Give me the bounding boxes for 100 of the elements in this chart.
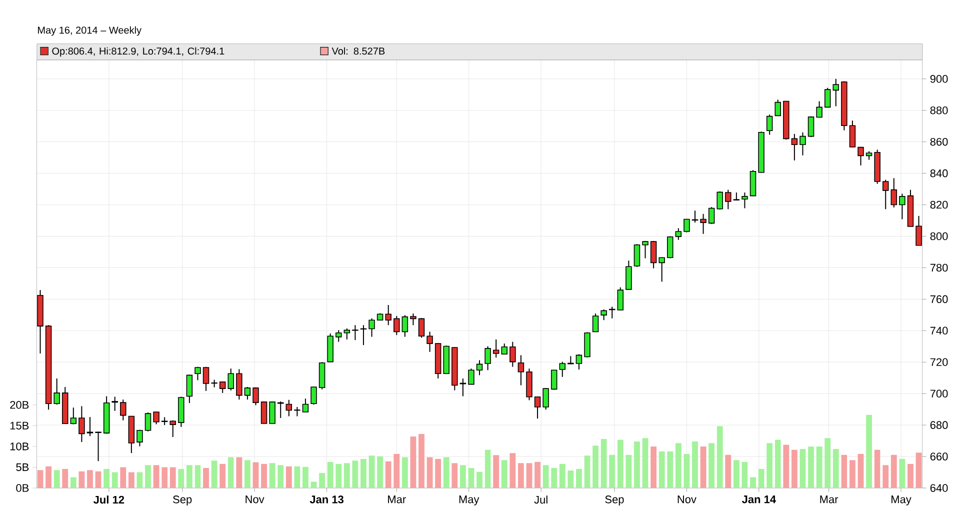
x-tick-label: Jan 13: [310, 496, 344, 504]
bar: [368, 456, 375, 488]
candlestick: [144, 412, 152, 432]
bar: [228, 457, 234, 488]
candlestick: [808, 116, 814, 138]
x-tick-label: Jan 14: [742, 496, 776, 504]
y-tick-label: 780: [930, 264, 948, 272]
bar: [501, 460, 508, 488]
candlestick: [650, 240, 657, 269]
y-tick-label: 900: [930, 74, 948, 83]
y-tick-label: 700: [930, 390, 948, 398]
candlestick: [426, 331, 433, 352]
x-tick-label: Sep: [605, 496, 624, 506]
y-tick-label: 820: [930, 200, 948, 209]
y2-tick-label: 15B: [10, 422, 29, 430]
bar: [609, 454, 616, 488]
candlestick: [510, 341, 516, 368]
bar: [824, 438, 831, 488]
bar: [634, 441, 640, 488]
candlestick: [824, 87, 831, 108]
bar: [800, 448, 806, 488]
bar: [410, 436, 416, 488]
candlestick: [858, 146, 864, 166]
candlestick: [170, 420, 176, 438]
bar: [252, 462, 259, 488]
candlestick: [136, 429, 143, 447]
bar: [551, 468, 558, 488]
candlestick: [899, 193, 906, 220]
bar: [617, 440, 624, 488]
bar: [866, 414, 872, 488]
candlestick: [186, 374, 193, 404]
y-tick-label: 840: [930, 169, 948, 178]
bar: [78, 471, 85, 488]
candlestick: [626, 260, 632, 290]
bar: [899, 458, 906, 488]
bar: [841, 454, 848, 488]
bar: [319, 473, 325, 488]
bar: [882, 465, 889, 488]
bar: [302, 466, 308, 488]
bar: [54, 470, 60, 488]
bar: [600, 438, 607, 488]
bar: [758, 468, 764, 488]
candlestick: [634, 244, 640, 268]
bar: [584, 456, 590, 488]
bar: [162, 467, 168, 488]
candlestick: [542, 388, 549, 410]
bar: [286, 466, 292, 488]
y-tick-label: 640: [930, 484, 948, 492]
candlestick: [890, 178, 898, 208]
candlestick: [410, 312, 416, 326]
bar: [385, 461, 392, 488]
candlestick: [800, 132, 806, 156]
candlestick: [816, 100, 822, 118]
bar: [170, 467, 176, 488]
candlestick: [484, 346, 491, 371]
bar: [526, 463, 532, 488]
candlestick: [194, 366, 201, 381]
bar: [766, 443, 773, 488]
bar: [452, 463, 458, 488]
candlestick: [882, 179, 889, 210]
x-tick-label: Nov: [678, 496, 696, 504]
bar: [402, 457, 408, 488]
bar: [510, 453, 516, 488]
bar: [269, 463, 276, 488]
candlestick: [774, 99, 781, 116]
candlestick: [260, 400, 268, 424]
bar: [725, 454, 732, 488]
bar: [70, 477, 76, 488]
bar: [46, 466, 52, 488]
x-tick-label: Jul: [534, 496, 548, 504]
x-tick-label: May: [892, 496, 912, 506]
bar: [120, 467, 126, 488]
candlestick: [492, 338, 500, 358]
candlestick: [402, 314, 408, 338]
bar: [658, 451, 665, 488]
bar: [112, 472, 118, 488]
bar: [816, 446, 822, 488]
bar: [261, 464, 267, 488]
candlestick: [352, 324, 358, 341]
candlestick: [286, 399, 292, 417]
candlestick: [476, 360, 483, 376]
bar: [626, 454, 632, 488]
candlestick: [244, 386, 251, 400]
bar: [104, 468, 110, 488]
candlestick: [550, 369, 558, 390]
bar: [858, 454, 864, 488]
candlestick: [684, 218, 690, 233]
candlestick: [54, 378, 60, 406]
candlestick: [667, 236, 674, 259]
bar: [733, 460, 740, 488]
candlestick: [675, 228, 682, 240]
bar: [750, 477, 756, 488]
candlestick: [501, 343, 508, 355]
candlestick: [78, 406, 85, 443]
candlestick: [95, 431, 102, 462]
bar: [344, 463, 350, 488]
bar: [518, 463, 524, 488]
bar: [783, 444, 790, 488]
bar: [336, 464, 342, 488]
candlestick: [700, 213, 706, 234]
